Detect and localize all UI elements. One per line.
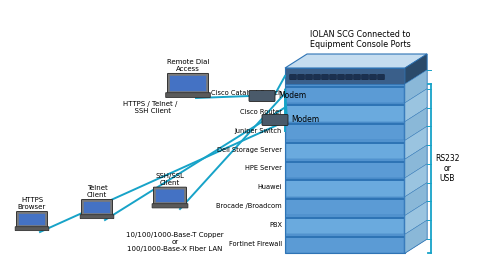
Polygon shape — [405, 164, 427, 197]
FancyBboxPatch shape — [154, 187, 186, 205]
Text: Cisco Router: Cisco Router — [240, 109, 282, 115]
Text: Cisco Catalyst Switch: Cisco Catalyst Switch — [211, 91, 282, 96]
Text: 10/100/1000-Base-T Copper
or
100/1000-Base-X Fiber LAN: 10/100/1000-Base-T Copper or 100/1000-Ba… — [126, 232, 224, 252]
Text: SSH/SSL
Client: SSH/SSL Client — [156, 173, 184, 186]
FancyBboxPatch shape — [314, 75, 320, 80]
Polygon shape — [405, 126, 427, 159]
FancyBboxPatch shape — [354, 75, 360, 80]
Polygon shape — [286, 142, 404, 159]
FancyBboxPatch shape — [378, 75, 384, 80]
FancyBboxPatch shape — [262, 115, 288, 125]
FancyBboxPatch shape — [370, 75, 376, 80]
FancyBboxPatch shape — [338, 75, 344, 80]
Polygon shape — [286, 123, 404, 125]
FancyBboxPatch shape — [152, 204, 188, 208]
Polygon shape — [405, 70, 427, 103]
Polygon shape — [285, 68, 405, 84]
Text: Brocade /Broadcom: Brocade /Broadcom — [216, 203, 282, 209]
Polygon shape — [286, 85, 404, 88]
Text: HTTPS
Browser: HTTPS Browser — [18, 197, 46, 210]
FancyBboxPatch shape — [166, 93, 210, 98]
Text: Juniper Switch: Juniper Switch — [235, 128, 282, 134]
FancyBboxPatch shape — [82, 199, 112, 215]
Polygon shape — [405, 220, 427, 253]
Polygon shape — [405, 54, 427, 84]
Polygon shape — [286, 142, 404, 144]
Polygon shape — [286, 161, 404, 178]
FancyBboxPatch shape — [19, 214, 45, 225]
Polygon shape — [286, 104, 404, 122]
Text: Huawei: Huawei — [258, 184, 282, 190]
FancyBboxPatch shape — [84, 202, 110, 213]
Polygon shape — [286, 198, 404, 200]
Polygon shape — [286, 104, 404, 106]
Text: HPE Server: HPE Server — [245, 166, 282, 172]
FancyBboxPatch shape — [249, 91, 275, 102]
FancyBboxPatch shape — [290, 75, 296, 80]
FancyBboxPatch shape — [15, 227, 49, 231]
Text: PBX: PBX — [269, 222, 282, 228]
FancyBboxPatch shape — [168, 73, 208, 93]
Polygon shape — [286, 217, 404, 219]
FancyBboxPatch shape — [362, 75, 368, 80]
FancyBboxPatch shape — [16, 212, 48, 227]
Text: Modem: Modem — [278, 92, 306, 101]
FancyBboxPatch shape — [330, 75, 336, 80]
Polygon shape — [405, 183, 427, 215]
FancyBboxPatch shape — [298, 75, 304, 80]
Polygon shape — [285, 54, 427, 68]
Polygon shape — [405, 201, 427, 234]
Polygon shape — [285, 68, 405, 253]
Text: Dell Storage Server: Dell Storage Server — [217, 147, 282, 153]
Polygon shape — [286, 236, 404, 238]
Polygon shape — [286, 236, 404, 253]
Polygon shape — [286, 85, 404, 103]
FancyBboxPatch shape — [322, 75, 328, 80]
Text: Fortinet Firewall: Fortinet Firewall — [229, 241, 282, 247]
Text: RS232
or
USB: RS232 or USB — [435, 154, 460, 183]
Text: Modem: Modem — [291, 115, 319, 124]
FancyBboxPatch shape — [306, 75, 312, 80]
Text: Telnet
Client: Telnet Client — [86, 185, 108, 198]
Polygon shape — [286, 123, 404, 140]
Polygon shape — [405, 145, 427, 178]
FancyBboxPatch shape — [346, 75, 352, 80]
Text: Remote Dial
Access: Remote Dial Access — [167, 59, 209, 72]
FancyBboxPatch shape — [156, 189, 184, 202]
Text: IOLAN SCG Connected to
Equipment Console Ports: IOLAN SCG Connected to Equipment Console… — [310, 30, 410, 49]
Polygon shape — [405, 54, 427, 253]
FancyBboxPatch shape — [80, 215, 114, 219]
Polygon shape — [405, 108, 427, 140]
Text: HTTPS / Telnet /
  SSH Client: HTTPS / Telnet / SSH Client — [123, 101, 177, 114]
Polygon shape — [405, 89, 427, 122]
FancyBboxPatch shape — [170, 76, 206, 91]
Polygon shape — [286, 217, 404, 234]
Polygon shape — [286, 198, 404, 215]
Polygon shape — [286, 179, 404, 181]
Polygon shape — [286, 179, 404, 197]
Polygon shape — [286, 161, 404, 163]
